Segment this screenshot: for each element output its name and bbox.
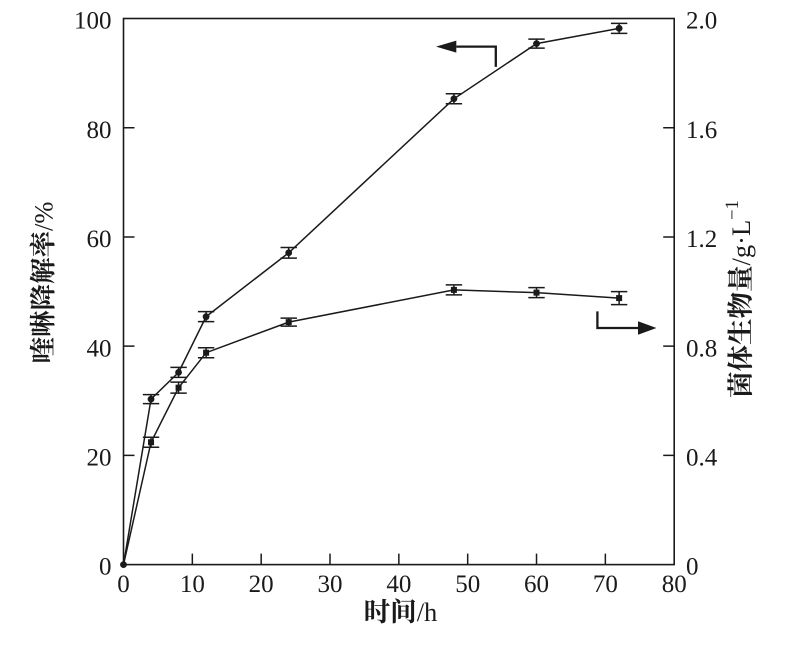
svg-text:60: 60 <box>87 226 112 253</box>
svg-text:0: 0 <box>99 554 112 581</box>
svg-text:40: 40 <box>386 571 411 598</box>
svg-text:/%: /% <box>28 202 58 231</box>
svg-text:20: 20 <box>87 445 112 472</box>
svg-text:0.4: 0.4 <box>686 445 718 472</box>
svg-text:60: 60 <box>524 571 549 598</box>
svg-text:0.8: 0.8 <box>686 335 717 362</box>
svg-text:70: 70 <box>593 571 618 598</box>
svg-text:100: 100 <box>74 8 112 35</box>
svg-text:10: 10 <box>180 571 205 598</box>
svg-text:50: 50 <box>455 571 480 598</box>
svg-text:1.6: 1.6 <box>686 117 717 144</box>
svg-text:/g·L: /g·L <box>726 220 756 266</box>
svg-text:0: 0 <box>117 571 130 598</box>
svg-text:30: 30 <box>318 571 343 598</box>
svg-text:0: 0 <box>686 554 699 581</box>
svg-text:−1: −1 <box>722 200 743 220</box>
svg-text:40: 40 <box>87 335 112 362</box>
svg-text:1.2: 1.2 <box>686 226 717 253</box>
svg-text:2.0: 2.0 <box>686 8 717 35</box>
svg-text:80: 80 <box>662 571 687 598</box>
svg-text:20: 20 <box>249 571 274 598</box>
svg-text:/h: /h <box>417 597 438 627</box>
svg-text:80: 80 <box>87 117 112 144</box>
